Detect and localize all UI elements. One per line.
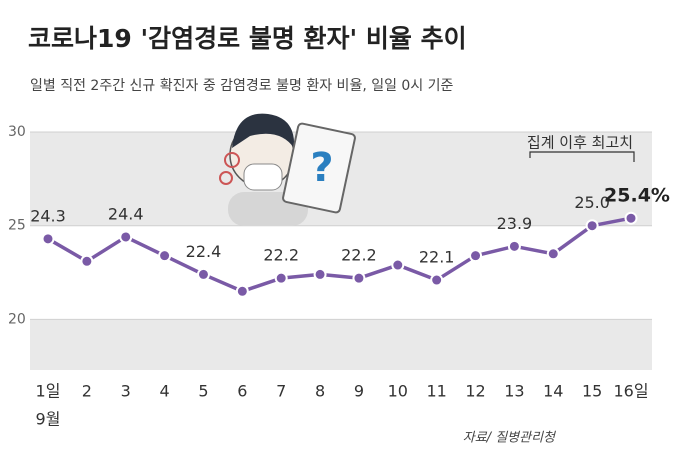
x-tick-label: 15 [582, 382, 602, 401]
x-tick-label: 14 [543, 382, 563, 401]
question-mark: ? [310, 145, 333, 191]
x-tick-label: 3 [121, 382, 131, 401]
point [235, 284, 249, 298]
plot-area [41, 211, 638, 298]
x-tick-label: 1일 [36, 382, 61, 401]
point [507, 239, 521, 253]
point [196, 267, 210, 281]
data-label: 22.2 [263, 246, 299, 265]
point [119, 230, 133, 244]
x-tick-label: 12 [465, 382, 485, 401]
data-label: 22.2 [341, 246, 377, 265]
point [313, 267, 327, 281]
month-label: 9월 [36, 410, 61, 429]
x-tick-label: 4 [160, 382, 170, 401]
y-tick-label: 25 [8, 218, 26, 234]
point [546, 247, 560, 261]
point [158, 249, 172, 263]
x-tick-label: 6 [237, 382, 247, 401]
chart-subtitle: 일별 직전 2주간 신규 확진자 중 감염경로 불명 환자 비율, 일일 0시 … [30, 78, 454, 94]
clipboard [282, 122, 356, 214]
x-tick-label: 9 [354, 382, 364, 401]
point [391, 258, 405, 272]
point [585, 219, 599, 233]
line [47, 216, 632, 294]
annotation-bracket [529, 151, 635, 162]
data-label: 22.4 [186, 242, 222, 261]
point [41, 232, 55, 246]
x-tick-label: 5 [198, 382, 208, 401]
dizzy-mark [219, 171, 233, 185]
data-label: 24.4 [108, 204, 144, 223]
x-tick-label: 7 [276, 382, 286, 401]
chart-title: 코로나19 '감염경로 불명 환자' 비율 추이 [28, 24, 467, 53]
data-label: 25.4% [604, 185, 670, 207]
point [430, 273, 444, 287]
point [469, 249, 483, 263]
point [274, 271, 288, 285]
x-tick-label: 10 [388, 382, 408, 401]
x-tick-label: 13 [504, 382, 524, 401]
x-tick-label: 16일 [613, 382, 648, 401]
band [30, 319, 652, 370]
x-tick-label: 8 [315, 382, 325, 401]
point [624, 211, 638, 225]
data-label: 23.9 [497, 214, 533, 233]
y-tick-label: 30 [8, 124, 26, 140]
point [80, 254, 94, 268]
point [352, 271, 366, 285]
hair [232, 113, 295, 148]
annotation: 집계 이후 최고치 [527, 134, 633, 152]
illustration: ? [219, 113, 356, 226]
dizzy-mark [224, 152, 240, 168]
y-tick-label: 20 [8, 311, 26, 327]
source: 자료/ 질병관리청 [463, 431, 557, 446]
data-label: 25.0 [574, 193, 610, 212]
data-label: 24.3 [30, 206, 66, 225]
x-tick-label: 11 [426, 382, 446, 401]
x-tick-label: 2 [82, 382, 92, 401]
data-label: 22.1 [419, 248, 455, 267]
mask [243, 163, 283, 191]
